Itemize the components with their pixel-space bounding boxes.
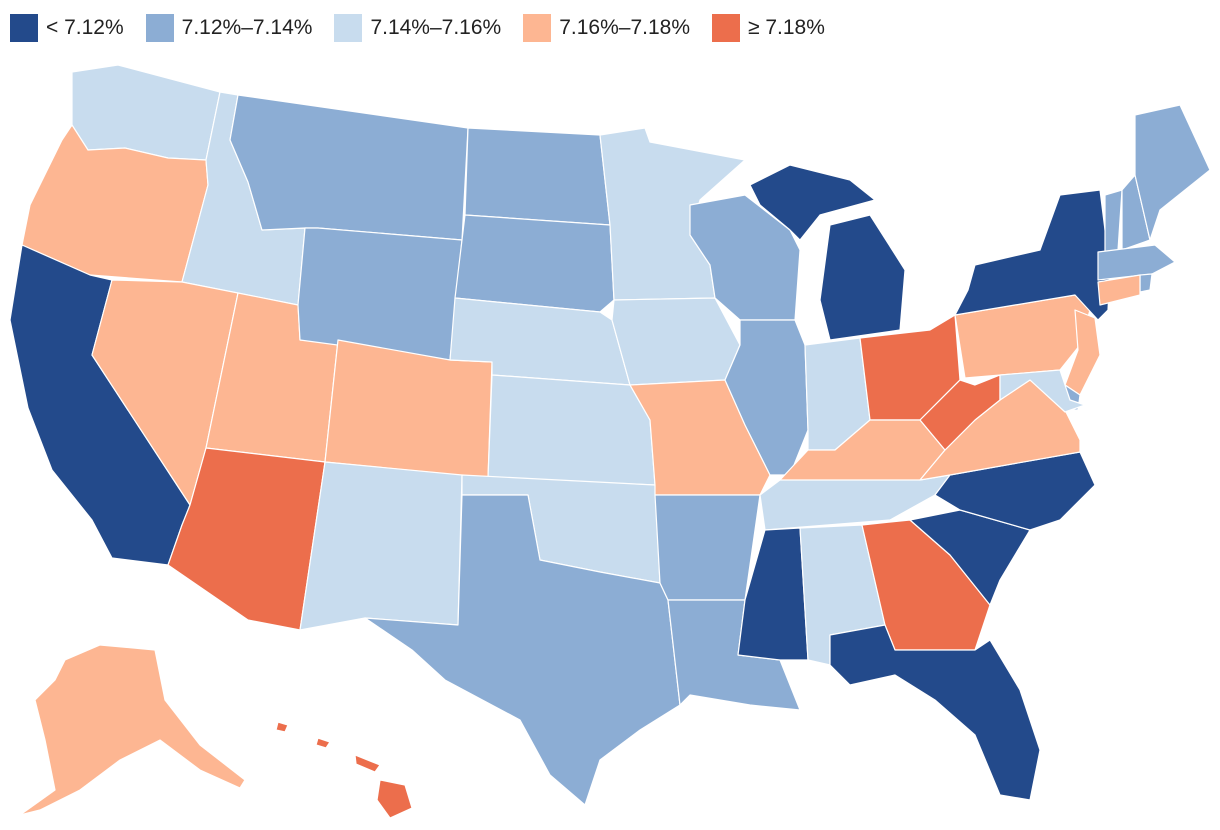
legend-swatch (523, 14, 552, 42)
legend-label: 7.14%–7.16% (370, 16, 502, 39)
state-alaska (19, 644, 246, 816)
legend-item-bin-4: ≥ 7.18% (712, 14, 825, 42)
legend-item-bin-2: 7.14%–7.16% (334, 14, 501, 42)
state-new-york (954, 189, 1111, 321)
state-montana (229, 94, 469, 241)
state-wyoming (297, 227, 463, 361)
state-south-dakota (454, 214, 615, 313)
state-illinois (724, 319, 809, 476)
state-north-dakota (464, 127, 611, 226)
state-washington (71, 64, 221, 161)
legend-swatch (10, 14, 38, 42)
legend-item-bin-0: < 7.12% (10, 14, 124, 42)
state-maine (1134, 104, 1211, 241)
legend-item-bin-3: 7.16%–7.18% (523, 14, 690, 42)
legend: < 7.12% 7.12%–7.14% 7.14%–7.16% 7.16%–7.… (10, 13, 847, 43)
state-new-mexico (299, 461, 463, 631)
state-texas (364, 494, 681, 806)
state-connecticut (1097, 274, 1141, 306)
state-rhode-island (1139, 273, 1153, 293)
legend-label: 7.16%–7.18% (559, 16, 690, 39)
state-florida (829, 624, 1041, 801)
legend-label: < 7.12% (46, 16, 124, 39)
state-hawaii (275, 721, 413, 819)
state-vermont (1104, 189, 1123, 253)
state-iowa (611, 297, 741, 386)
state-michigan (749, 164, 906, 341)
legend-label: 7.12%–7.14% (181, 16, 313, 39)
state-north-carolina (934, 451, 1096, 531)
legend-swatch (334, 14, 363, 42)
state-arkansas (654, 494, 761, 601)
legend-swatch (712, 14, 740, 42)
legend-item-bin-1: 7.12%–7.14% (145, 14, 313, 42)
state-kansas (487, 374, 656, 486)
state-maryland (999, 369, 1086, 413)
state-massachusetts (1097, 244, 1176, 281)
legend-label: ≥ 7.18% (748, 16, 825, 39)
legend-swatch (145, 14, 174, 42)
